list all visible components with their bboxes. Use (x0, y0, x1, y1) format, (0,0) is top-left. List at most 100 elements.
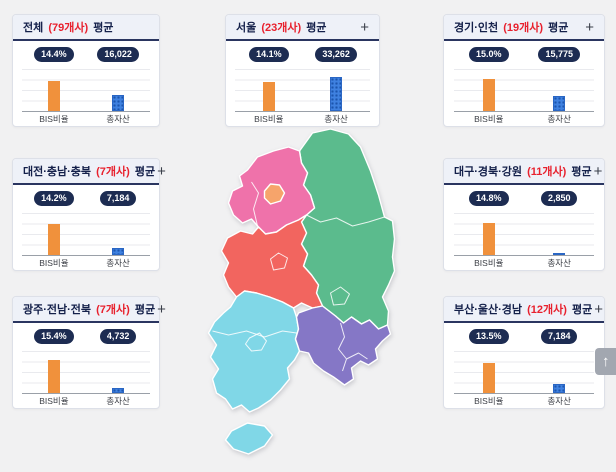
map-region-gwangju-jeonnam-jeonbuk[interactable] (207, 290, 301, 413)
map-inner-border-jeonbuk-jeonnam (212, 330, 297, 338)
asset-bar (112, 247, 125, 255)
card-header: 서울 (23개사) 평균 + (226, 15, 379, 41)
title-suffix: 평균 (306, 22, 327, 34)
arrow-up-icon: ↑ (602, 353, 610, 370)
axis-labels: BIS비율 총자산 (22, 257, 151, 269)
asset-bar (112, 387, 125, 393)
bar-chart (21, 350, 151, 394)
map-enclave-gwangju (245, 332, 267, 352)
expand-button[interactable]: + (585, 18, 594, 36)
axis-labels: BIS비율 총자산 (454, 257, 595, 269)
stat-card-total: 전체 (79개사) 평균 14.4% 16,022 BIS비율 총자산 (12, 14, 160, 127)
card-header: 경기·인천 (19개사) 평균 + (444, 15, 604, 41)
card-header: 부산·울산·경남 (12개사) 평균 + (444, 297, 604, 323)
bis-value-badge: 15.4% (34, 329, 74, 344)
region-name: 부산·울산·경남 (454, 304, 523, 316)
region-name: 대전·충남·충북 (23, 166, 92, 178)
stat-card-seoul: 서울 (23개사) 평균 + 14.1% 33,262 BIS비율 총자산 (225, 14, 380, 127)
card-title: 대전·충남·충북 (7개사) 평균 (23, 163, 155, 179)
expand-button[interactable]: + (360, 18, 369, 36)
map-region-busan-ulsan-gyeongnam[interactable] (294, 305, 392, 386)
value-badges: 15.0% 15,775 (454, 47, 595, 62)
asset-bar (112, 94, 125, 111)
axis-labels: BIS비율 총자산 (235, 113, 370, 125)
axis-labels: BIS비율 총자산 (22, 113, 151, 125)
card-header: 전체 (79개사) 평균 (13, 15, 159, 41)
bis-value-badge: 14.2% (34, 191, 74, 206)
company-count: (7개사) (96, 166, 130, 178)
card-title: 경기·인천 (19개사) 평균 (454, 19, 568, 35)
bis-value-badge: 13.5% (469, 329, 509, 344)
bis-bar (47, 223, 60, 255)
company-count: (11개사) (527, 166, 567, 178)
value-badges: 14.2% 7,184 (22, 191, 151, 206)
bar-chart (453, 350, 595, 394)
map-region-jeju-island[interactable] (224, 422, 274, 455)
bis-axis-label: BIS비율 (474, 396, 504, 406)
bis-axis-label: BIS비율 (39, 258, 69, 268)
bar-chart (453, 68, 595, 112)
value-badges: 14.1% 33,262 (235, 47, 370, 62)
asset-value-badge: 2,850 (540, 191, 578, 206)
card-header: 광주·전남·전북 (7개사) 평균 + (13, 297, 166, 323)
bis-bar (47, 359, 60, 393)
bis-bar (482, 78, 495, 111)
expand-button[interactable]: + (594, 300, 603, 318)
bis-axis-label: BIS비율 (39, 114, 69, 124)
stat-card-daejeon-chungnam-chungbuk: 대전·충남·충북 (7개사) 평균 + 14.2% 7,184 BIS비율 총자… (12, 158, 166, 271)
value-badges: 14.4% 16,022 (22, 47, 151, 62)
title-suffix: 평균 (93, 22, 114, 34)
asset-axis-label: 총자산 (547, 258, 571, 268)
region-name: 대구·경북·강원 (454, 166, 523, 178)
asset-axis-label: 총자산 (106, 114, 130, 124)
title-suffix: 평균 (548, 22, 569, 34)
card-chart-area: 13.5% 7,184 BIS비율 총자산 (444, 323, 604, 406)
value-badges: 13.5% 7,184 (454, 329, 595, 344)
company-count: (7개사) (96, 304, 130, 316)
map-inner-border-gyeongnam (338, 322, 368, 372)
map-enclave-daegu (330, 286, 350, 306)
scroll-top-button[interactable]: ↑ (595, 348, 616, 375)
card-title: 부산·울산·경남 (12개사) 평균 (454, 301, 592, 317)
region-name: 광주·전남·전북 (23, 304, 92, 316)
map-enclave-daejeon (270, 252, 288, 271)
expand-button[interactable]: + (157, 162, 166, 180)
bis-bar (47, 80, 60, 111)
card-chart-area: 14.8% 2,850 BIS비율 총자산 (444, 185, 604, 268)
asset-value-badge: 16,022 (97, 47, 139, 62)
region-name: 서울 (236, 22, 257, 34)
map-inner-border-incheon (251, 181, 259, 227)
card-title: 전체 (79개사) 평균 (23, 19, 113, 35)
asset-value-badge: 7,184 (540, 329, 578, 344)
card-header: 대구·경북·강원 (11개사) 평균 + (444, 159, 604, 185)
card-header: 대전·충남·충북 (7개사) 평균 + (13, 159, 166, 185)
value-badges: 15.4% 4,732 (22, 329, 151, 344)
card-title: 서울 (23개사) 평균 (236, 19, 326, 35)
asset-axis-label: 총자산 (547, 114, 571, 124)
card-chart-area: 14.4% 16,022 BIS비율 총자산 (13, 41, 159, 124)
card-chart-area: 14.1% 33,262 BIS비율 총자산 (226, 41, 379, 124)
map-region-seoul[interactable] (263, 183, 286, 205)
asset-bar (553, 95, 566, 111)
asset-axis-label: 총자산 (547, 396, 571, 406)
korea-region-map (202, 127, 408, 467)
bis-axis-label: BIS비율 (39, 396, 69, 406)
expand-button[interactable]: + (593, 162, 603, 180)
title-suffix: 평균 (571, 304, 593, 316)
axis-labels: BIS비율 총자산 (22, 395, 151, 407)
bis-value-badge: 14.1% (249, 47, 289, 62)
bis-value-badge: 15.0% (469, 47, 509, 62)
axis-labels: BIS비율 총자산 (454, 113, 595, 125)
card-chart-area: 15.4% 4,732 BIS비율 총자산 (13, 323, 159, 406)
bis-axis-label: BIS비율 (254, 114, 284, 124)
map-inner-border-gangwon-gyeongbuk (306, 214, 385, 227)
company-count: (19개사) (503, 22, 544, 34)
company-count: (79개사) (48, 22, 89, 34)
title-suffix: 평균 (134, 304, 156, 316)
bar-chart (21, 212, 151, 256)
bar-chart (453, 212, 595, 256)
stat-card-daegu-gyeongbuk-gangwon: 대구·경북·강원 (11개사) 평균 + 14.8% 2,850 BIS비율 총… (443, 158, 605, 271)
stat-card-gyeonggi-incheon: 경기·인천 (19개사) 평균 + 15.0% 15,775 BIS비율 총자산 (443, 14, 605, 127)
title-suffix: 평균 (134, 166, 156, 178)
expand-button[interactable]: + (157, 300, 166, 318)
